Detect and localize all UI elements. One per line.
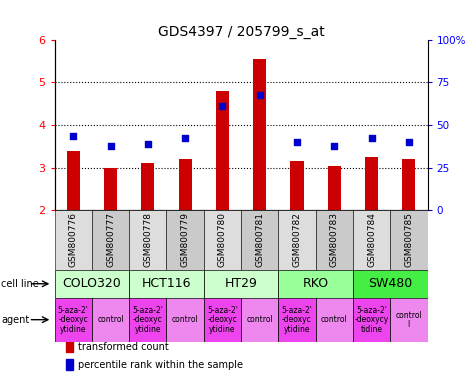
- Point: [293, 139, 301, 145]
- Text: SW480: SW480: [368, 277, 412, 290]
- Text: HCT116: HCT116: [142, 277, 191, 290]
- Text: control: control: [97, 315, 124, 324]
- Bar: [167, 210, 204, 270]
- Bar: [241, 298, 278, 342]
- Text: GSM800781: GSM800781: [255, 212, 264, 267]
- Bar: [402, 159, 415, 210]
- Bar: [353, 270, 428, 298]
- Text: control: control: [247, 315, 273, 324]
- Bar: [241, 210, 278, 270]
- Point: [331, 143, 338, 149]
- Point: [256, 92, 264, 98]
- Bar: [390, 210, 428, 270]
- Text: COLO320: COLO320: [63, 277, 121, 290]
- Bar: [55, 210, 92, 270]
- Bar: [55, 298, 92, 342]
- Bar: [390, 298, 428, 342]
- Point: [368, 135, 375, 141]
- Text: GSM800782: GSM800782: [293, 212, 302, 267]
- Bar: [315, 298, 353, 342]
- Point: [181, 135, 189, 141]
- Text: GSM800779: GSM800779: [180, 212, 190, 267]
- Text: 5-aza-2'
-deoxyc
ytidine: 5-aza-2' -deoxyc ytidine: [58, 306, 89, 334]
- Bar: [55, 270, 129, 298]
- Bar: [66, 359, 73, 370]
- Text: 5-aza-2'
-deoxyc
ytidine: 5-aza-2' -deoxyc ytidine: [207, 306, 238, 334]
- Bar: [179, 159, 191, 210]
- Text: GSM800784: GSM800784: [367, 212, 376, 267]
- Text: agent: agent: [1, 314, 29, 325]
- Text: cell line: cell line: [1, 279, 39, 289]
- Title: GDS4397 / 205799_s_at: GDS4397 / 205799_s_at: [158, 25, 324, 38]
- Bar: [253, 59, 266, 210]
- Text: transformed count: transformed count: [78, 341, 169, 351]
- Bar: [129, 298, 166, 342]
- Text: GSM800785: GSM800785: [404, 212, 413, 267]
- Text: control
l: control l: [396, 311, 422, 329]
- Text: control: control: [321, 315, 348, 324]
- Bar: [353, 298, 390, 342]
- Bar: [129, 210, 166, 270]
- Bar: [129, 270, 204, 298]
- Bar: [142, 164, 154, 210]
- Bar: [216, 91, 229, 210]
- Text: HT29: HT29: [225, 277, 257, 290]
- Text: GSM800783: GSM800783: [330, 212, 339, 267]
- Bar: [328, 166, 341, 210]
- Point: [107, 143, 114, 149]
- Bar: [92, 298, 129, 342]
- Text: GSM800777: GSM800777: [106, 212, 115, 267]
- Text: GSM800780: GSM800780: [218, 212, 227, 267]
- Bar: [278, 210, 316, 270]
- Text: RKO: RKO: [303, 277, 329, 290]
- Bar: [204, 298, 241, 342]
- Point: [144, 141, 152, 147]
- Text: 5-aza-2'
-deoxycy
tidine: 5-aza-2' -deoxycy tidine: [354, 306, 389, 334]
- Bar: [204, 210, 241, 270]
- Text: control: control: [172, 315, 199, 324]
- Bar: [92, 210, 129, 270]
- Point: [69, 132, 77, 139]
- Text: GSM800778: GSM800778: [143, 212, 152, 267]
- Bar: [278, 298, 316, 342]
- Bar: [66, 341, 73, 352]
- Bar: [104, 168, 117, 210]
- Bar: [204, 270, 278, 298]
- Bar: [278, 270, 353, 298]
- Point: [405, 139, 413, 145]
- Bar: [315, 210, 353, 270]
- Text: 5-aza-2'
-deoxyc
ytidine: 5-aza-2' -deoxyc ytidine: [282, 306, 313, 334]
- Point: [218, 103, 226, 109]
- Text: percentile rank within the sample: percentile rank within the sample: [78, 360, 243, 370]
- Bar: [365, 157, 378, 210]
- Bar: [291, 161, 304, 210]
- Text: GSM800776: GSM800776: [69, 212, 78, 267]
- Text: 5-aza-2'
-deoxyc
ytidine: 5-aza-2' -deoxyc ytidine: [133, 306, 163, 334]
- Bar: [167, 298, 204, 342]
- Bar: [67, 151, 80, 210]
- Bar: [353, 210, 390, 270]
